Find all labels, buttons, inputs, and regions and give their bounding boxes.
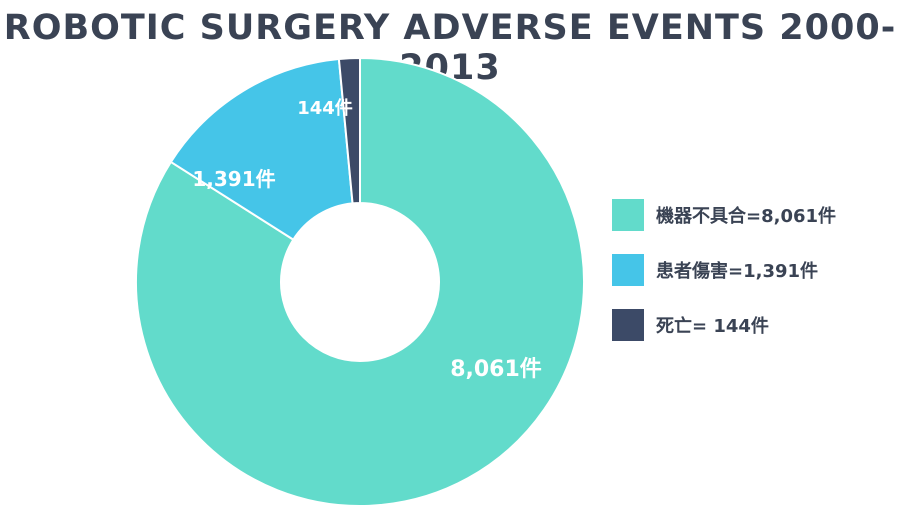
legend: 機器不具合=8,061件 患者傷害=1,391件 死亡= 144件 [612, 196, 836, 361]
legend-swatch-patient-injury [612, 254, 644, 286]
legend-item-patient-injury: 患者傷害=1,391件 [612, 251, 836, 289]
legend-swatch-device-malfunction [612, 199, 644, 231]
slice-death [337, 56, 361, 205]
legend-label-patient-injury: 患者傷害=1,391件 [656, 261, 819, 282]
legend-item-death: 死亡= 144件 [612, 306, 836, 344]
data-label-device-malfunction: 8,061件 [450, 357, 542, 382]
slice-patient-injury [169, 57, 354, 242]
legend-swatch-death [612, 309, 644, 341]
slice-device-malfunction [135, 56, 585, 506]
legend-label-device-malfunction: 機器不具合=8,061件 [656, 206, 837, 227]
chart-title: ROBOTIC SURGERY ADVERSE EVENTS 2000-2013 [3, 8, 897, 88]
slices-group [135, 56, 585, 506]
labels-group: 8,061件 1,391件 144件 [192, 97, 541, 382]
data-label-death: 144件 [297, 97, 353, 119]
data-label-patient-injury: 1,391件 [192, 167, 275, 191]
legend-item-device-malfunction: 機器不具合=8,061件 [612, 196, 836, 234]
legend-label-death: 死亡= 144件 [656, 316, 769, 337]
